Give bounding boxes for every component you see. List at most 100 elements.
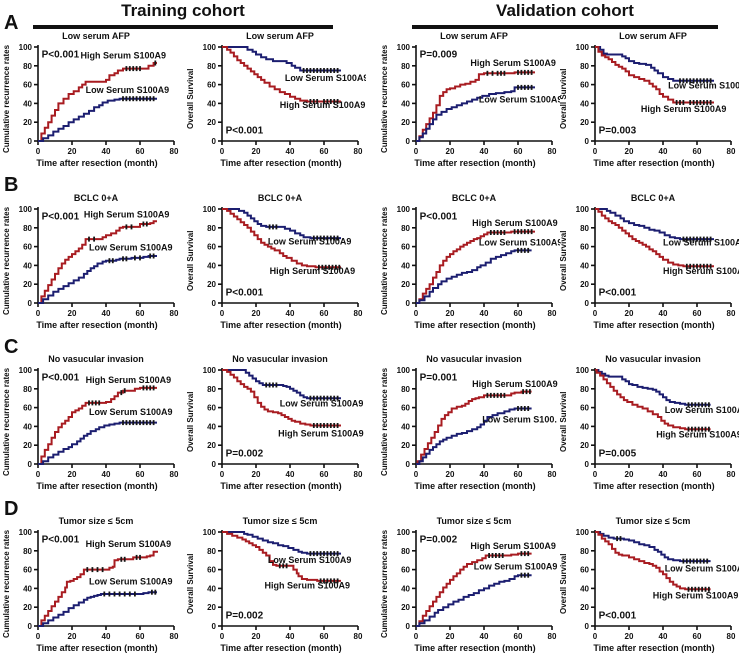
svg-text:Low Serum S100A9: Low Serum S100A9 bbox=[86, 85, 170, 95]
chart-title: No vasucular invasion bbox=[426, 354, 522, 364]
svg-text:Low Serum S100A9: Low Serum S100A9 bbox=[663, 238, 739, 248]
svg-text:0: 0 bbox=[593, 470, 598, 479]
svg-text:80: 80 bbox=[580, 62, 589, 71]
svg-text:60: 60 bbox=[580, 243, 589, 252]
svg-text:40: 40 bbox=[580, 261, 589, 270]
svg-text:0: 0 bbox=[212, 137, 217, 146]
svg-text:20: 20 bbox=[580, 280, 589, 289]
chart-title: BCLC 0+A bbox=[451, 193, 497, 203]
svg-text:100: 100 bbox=[397, 205, 411, 214]
svg-text:20: 20 bbox=[252, 470, 261, 479]
svg-text:80: 80 bbox=[170, 632, 179, 641]
svg-text:0: 0 bbox=[28, 460, 33, 469]
svg-text:High Serum S100A9: High Serum S100A9 bbox=[653, 591, 739, 601]
svg-text:20: 20 bbox=[401, 118, 410, 127]
x-axis-label: Time after resection (month) bbox=[220, 481, 342, 491]
svg-text:40: 40 bbox=[286, 147, 295, 156]
x-axis-label: Time after resection (month) bbox=[593, 481, 715, 491]
svg-text:0: 0 bbox=[36, 309, 41, 318]
km-plot: 0 20 40 60 80 100 0 20 40 60 80 Low Serum S100A9 Hig… bbox=[576, 43, 739, 156]
svg-text:60: 60 bbox=[23, 566, 32, 575]
svg-text:20: 20 bbox=[207, 118, 216, 127]
svg-text:0: 0 bbox=[585, 460, 590, 469]
svg-text:Low Serum S100A9: Low Serum S100A9 bbox=[665, 405, 739, 415]
svg-text:40: 40 bbox=[580, 99, 589, 108]
svg-text:40: 40 bbox=[659, 309, 668, 318]
svg-text:40: 40 bbox=[23, 422, 32, 431]
svg-text:80: 80 bbox=[401, 224, 410, 233]
svg-text:0: 0 bbox=[414, 470, 419, 479]
x-axis-label: Time after resection (month) bbox=[593, 643, 715, 653]
svg-text:20: 20 bbox=[68, 632, 77, 641]
svg-text:40: 40 bbox=[401, 99, 410, 108]
svg-text:P=0.001: P=0.001 bbox=[420, 372, 458, 383]
svg-text:80: 80 bbox=[207, 547, 216, 556]
chart-cell-d-training-recurrence: Tumor size ≤ 5cm Cumulative recurrence r… bbox=[0, 515, 184, 657]
svg-text:20: 20 bbox=[446, 309, 455, 318]
svg-text:100: 100 bbox=[397, 366, 411, 375]
svg-text:20: 20 bbox=[252, 309, 261, 318]
svg-text:P=0.002: P=0.002 bbox=[226, 449, 264, 460]
chart-cell-b-training-survival: BCLC 0+A Overall Survival 0 20 40 60 80 100 0 2… bbox=[184, 192, 368, 334]
svg-text:0: 0 bbox=[593, 147, 598, 156]
svg-text:20: 20 bbox=[23, 118, 32, 127]
svg-text:Low Serum S100A9: Low Serum S100A9 bbox=[665, 564, 739, 574]
svg-text:20: 20 bbox=[625, 309, 634, 318]
panel-label-c: C bbox=[4, 336, 19, 358]
svg-text:P<0.001: P<0.001 bbox=[226, 288, 264, 299]
svg-text:20: 20 bbox=[207, 280, 216, 289]
svg-text:40: 40 bbox=[102, 147, 111, 156]
svg-text:60: 60 bbox=[136, 632, 145, 641]
svg-text:40: 40 bbox=[659, 470, 668, 479]
svg-text:High Serum S100A9: High Serum S100A9 bbox=[265, 580, 351, 590]
x-axis-label: Time after resection (month) bbox=[36, 481, 158, 491]
svg-text:40: 40 bbox=[207, 584, 216, 593]
svg-text:80: 80 bbox=[727, 470, 736, 479]
svg-text:40: 40 bbox=[207, 99, 216, 108]
svg-text:40: 40 bbox=[480, 632, 489, 641]
svg-text:40: 40 bbox=[659, 632, 668, 641]
svg-text:40: 40 bbox=[23, 261, 32, 270]
svg-text:0: 0 bbox=[406, 137, 411, 146]
svg-text:40: 40 bbox=[286, 470, 295, 479]
x-axis-label: Time after resection (month) bbox=[220, 158, 342, 168]
svg-text:60: 60 bbox=[401, 566, 410, 575]
x-axis-label: Time after resection (month) bbox=[414, 158, 536, 168]
svg-text:20: 20 bbox=[23, 603, 32, 612]
svg-text:Low Serum S100A9: Low Serum S100A9 bbox=[268, 237, 352, 247]
chart-title: Low serum AFP bbox=[246, 31, 314, 41]
svg-text:20: 20 bbox=[580, 441, 589, 450]
svg-text:0: 0 bbox=[28, 137, 33, 146]
svg-text:High Serum S100A9: High Serum S100A9 bbox=[470, 58, 556, 68]
svg-text:80: 80 bbox=[354, 147, 363, 156]
svg-text:P=0.002: P=0.002 bbox=[420, 534, 458, 545]
svg-text:High Serum S100A9: High Serum S100A9 bbox=[641, 104, 727, 114]
svg-text:80: 80 bbox=[23, 224, 32, 233]
svg-text:20: 20 bbox=[446, 632, 455, 641]
panel-label-d: D bbox=[4, 498, 19, 520]
training-header-underline bbox=[33, 25, 333, 29]
chart-cell-b-validation-recurrence: BCLC 0+A Cumulative recurrence rates 0 20… bbox=[378, 192, 562, 334]
svg-text:40: 40 bbox=[102, 632, 111, 641]
km-plot: 0 20 40 60 80 100 0 20 40 60 80 High Serum S100A9 Lo… bbox=[397, 43, 560, 156]
svg-text:60: 60 bbox=[23, 81, 32, 90]
svg-text:60: 60 bbox=[693, 470, 702, 479]
svg-text:20: 20 bbox=[207, 603, 216, 612]
svg-text:100: 100 bbox=[19, 205, 33, 214]
svg-text:Low Serum S100A9: Low Serum S100A9 bbox=[268, 555, 352, 565]
svg-text:0: 0 bbox=[28, 622, 33, 631]
svg-text:Low Serum S100A9: Low Serum S100A9 bbox=[89, 577, 173, 587]
svg-text:20: 20 bbox=[23, 280, 32, 289]
km-plot: 0 20 40 60 80 100 0 20 40 60 80 High Serum S100A9 Lo… bbox=[19, 205, 179, 318]
svg-text:40: 40 bbox=[286, 309, 295, 318]
svg-text:P=0.003: P=0.003 bbox=[599, 126, 637, 137]
svg-text:40: 40 bbox=[207, 422, 216, 431]
svg-text:High Serum S100A9: High Serum S100A9 bbox=[86, 375, 172, 385]
svg-text:60: 60 bbox=[136, 147, 145, 156]
svg-text:0: 0 bbox=[220, 470, 225, 479]
svg-text:0: 0 bbox=[220, 147, 225, 156]
svg-text:40: 40 bbox=[102, 470, 111, 479]
km-plot: 0 20 40 60 80 100 0 20 40 60 80 High Serum S100A9 Lo… bbox=[19, 43, 179, 156]
svg-text:0: 0 bbox=[212, 622, 217, 631]
